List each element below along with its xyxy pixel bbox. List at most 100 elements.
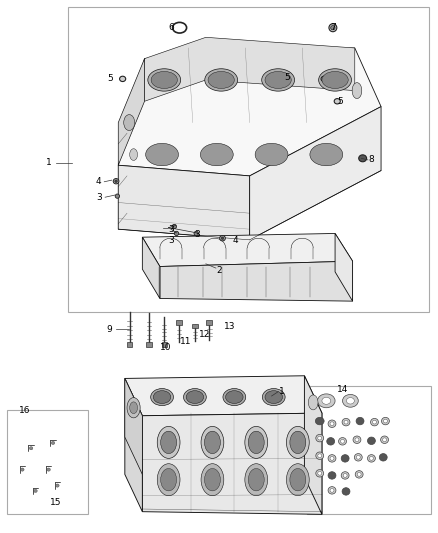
Ellipse shape: [47, 468, 50, 471]
Ellipse shape: [248, 431, 264, 454]
Ellipse shape: [357, 472, 361, 477]
Ellipse shape: [29, 447, 33, 450]
Ellipse shape: [286, 426, 309, 458]
Ellipse shape: [205, 69, 237, 91]
Ellipse shape: [286, 464, 309, 496]
Bar: [307, 386, 431, 514]
Bar: [206, 320, 212, 325]
Ellipse shape: [327, 438, 335, 445]
Text: 14: 14: [337, 385, 348, 393]
Ellipse shape: [113, 179, 119, 184]
Ellipse shape: [341, 439, 344, 443]
Ellipse shape: [328, 487, 336, 494]
Polygon shape: [118, 48, 381, 176]
Text: 11: 11: [180, 337, 192, 345]
Polygon shape: [142, 413, 322, 514]
Bar: [7, 410, 88, 514]
Ellipse shape: [318, 69, 351, 91]
Text: 9: 9: [106, 325, 112, 334]
Ellipse shape: [226, 391, 243, 403]
Polygon shape: [335, 233, 353, 301]
Bar: [127, 342, 132, 347]
Text: 1: 1: [279, 387, 285, 396]
Ellipse shape: [172, 224, 177, 229]
Ellipse shape: [145, 143, 178, 166]
Ellipse shape: [316, 434, 324, 442]
Ellipse shape: [205, 431, 220, 454]
Ellipse shape: [205, 469, 220, 491]
Polygon shape: [142, 237, 160, 298]
Polygon shape: [145, 37, 355, 101]
Ellipse shape: [248, 469, 264, 491]
Ellipse shape: [343, 394, 358, 407]
Ellipse shape: [342, 418, 350, 426]
Ellipse shape: [265, 391, 283, 403]
Text: 15: 15: [50, 498, 62, 506]
Ellipse shape: [328, 455, 336, 462]
Polygon shape: [160, 261, 353, 301]
Ellipse shape: [341, 472, 349, 479]
Ellipse shape: [383, 438, 387, 441]
Ellipse shape: [339, 438, 346, 445]
Ellipse shape: [157, 426, 180, 458]
Text: 7: 7: [330, 23, 336, 32]
Ellipse shape: [346, 398, 354, 404]
Ellipse shape: [342, 488, 350, 495]
Ellipse shape: [290, 431, 306, 454]
Ellipse shape: [130, 402, 138, 414]
Ellipse shape: [369, 456, 373, 460]
Text: 3: 3: [169, 225, 174, 233]
Polygon shape: [125, 378, 142, 512]
Polygon shape: [125, 376, 322, 416]
Text: 5: 5: [337, 97, 343, 106]
Ellipse shape: [151, 71, 177, 88]
Text: 3: 3: [96, 193, 102, 201]
Ellipse shape: [334, 99, 340, 104]
Ellipse shape: [328, 472, 336, 479]
Ellipse shape: [371, 418, 378, 426]
Ellipse shape: [120, 76, 126, 82]
Ellipse shape: [261, 69, 294, 91]
Ellipse shape: [34, 489, 37, 492]
Bar: [176, 320, 182, 325]
Ellipse shape: [51, 441, 55, 445]
Ellipse shape: [355, 438, 359, 441]
Ellipse shape: [200, 143, 233, 166]
Ellipse shape: [194, 231, 198, 236]
Ellipse shape: [318, 394, 335, 408]
Ellipse shape: [282, 75, 288, 80]
Polygon shape: [118, 165, 250, 240]
Ellipse shape: [316, 470, 324, 477]
Ellipse shape: [381, 417, 389, 425]
Ellipse shape: [201, 464, 224, 496]
Ellipse shape: [161, 431, 177, 454]
Ellipse shape: [219, 236, 225, 241]
Ellipse shape: [184, 389, 206, 406]
Ellipse shape: [355, 471, 363, 478]
Ellipse shape: [124, 115, 134, 131]
Ellipse shape: [352, 83, 362, 99]
Ellipse shape: [318, 436, 321, 440]
Ellipse shape: [153, 391, 171, 403]
Polygon shape: [142, 233, 353, 266]
Ellipse shape: [127, 398, 140, 418]
Bar: [162, 342, 167, 347]
Text: 13: 13: [224, 322, 236, 330]
Ellipse shape: [161, 469, 177, 491]
Ellipse shape: [318, 454, 321, 457]
Ellipse shape: [21, 468, 24, 471]
Text: 1: 1: [46, 158, 52, 167]
Text: 10: 10: [160, 343, 171, 352]
Text: 3: 3: [194, 230, 200, 239]
Ellipse shape: [341, 455, 349, 462]
Ellipse shape: [315, 417, 324, 425]
Ellipse shape: [115, 180, 117, 182]
Ellipse shape: [221, 237, 224, 239]
Ellipse shape: [367, 455, 375, 462]
Ellipse shape: [318, 472, 321, 475]
Ellipse shape: [381, 436, 389, 443]
Bar: [192, 324, 198, 328]
Ellipse shape: [255, 143, 288, 166]
Ellipse shape: [115, 194, 120, 198]
Ellipse shape: [384, 419, 387, 423]
